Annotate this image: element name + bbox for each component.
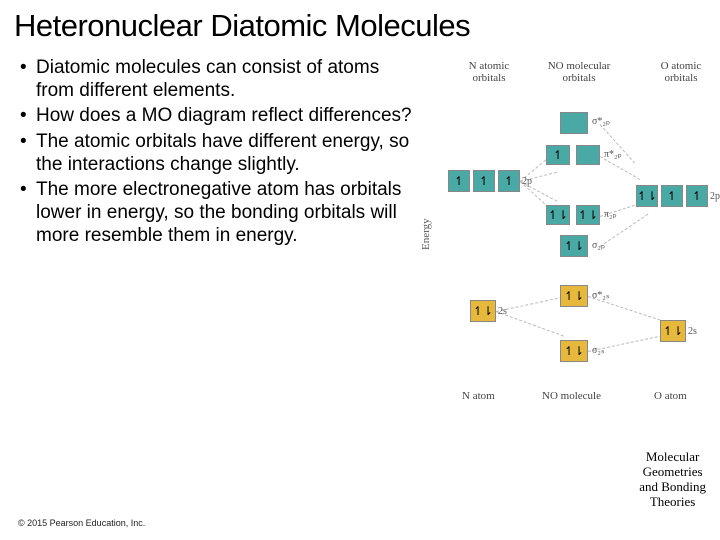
- orbital-box: ↿⇂: [660, 320, 686, 342]
- slide-title: Heteronuclear Diatomic Molecules: [0, 0, 720, 50]
- electron-arrows: ↿⇂: [564, 345, 584, 357]
- orbital-label: 2p: [710, 191, 720, 202]
- bullet-item: Diatomic molecules can consist of atoms …: [18, 56, 418, 102]
- electron-arrows: ↿⇂: [578, 209, 598, 221]
- electron-arrows: ↿: [692, 190, 702, 202]
- orbital-box: ↿⇂: [576, 205, 600, 225]
- electron-arrows: ↿⇂: [637, 190, 657, 202]
- orbital-box: ↿⇂: [470, 300, 496, 322]
- column-header: O atomicorbitals: [646, 60, 716, 84]
- orbital-box: [560, 112, 588, 134]
- orbital-box: [576, 145, 600, 165]
- electron-arrows: ↿: [553, 149, 563, 161]
- orbital-box: ↿⇂: [546, 205, 570, 225]
- atom-label: O atom: [654, 390, 687, 402]
- content-row: Diatomic molecules can consist of atoms …: [0, 50, 720, 450]
- orbital-box: ↿: [473, 170, 495, 192]
- orbital-box: ↿⇂: [636, 185, 658, 207]
- orbital-label: π*₂ₚ: [604, 149, 622, 160]
- orbital-label: σ*₂ₚ: [592, 116, 610, 127]
- atom-label: NO molecule: [542, 390, 601, 402]
- electron-arrows: ↿⇂: [564, 240, 584, 252]
- orbital-label: 2s: [498, 306, 507, 317]
- orbital-box: ↿: [498, 170, 520, 192]
- electron-arrows: ↿⇂: [473, 305, 493, 317]
- orbital-box: ↿: [661, 185, 683, 207]
- electron-arrows: ↿⇂: [548, 209, 568, 221]
- electron-arrows: ↿: [667, 190, 677, 202]
- bullet-list: Diatomic molecules can consist of atoms …: [18, 50, 418, 450]
- chapter-footer: MolecularGeometriesand BondingTheories: [639, 450, 706, 510]
- orbital-label: σ₂ₚ: [592, 240, 605, 251]
- electron-arrows: ↿⇂: [564, 290, 584, 302]
- column-header: N atomicorbitals: [454, 60, 524, 84]
- copyright: © 2015 Pearson Education, Inc.: [18, 518, 145, 528]
- mo-diagram: Energy N atomicorbitals NO molecularorbit…: [418, 50, 712, 450]
- bullet-item: The atomic orbitals have different energ…: [18, 130, 418, 176]
- orbital-box: ↿⇂: [560, 235, 588, 257]
- atom-label: N atom: [462, 390, 495, 402]
- orbital-box: ↿⇂: [560, 285, 588, 307]
- electron-arrows: ↿: [479, 175, 489, 187]
- orbital-box: ↿: [448, 170, 470, 192]
- orbital-box: ↿⇂: [560, 340, 588, 362]
- orbital-label: 2s: [688, 326, 697, 337]
- orbital-box: ↿: [686, 185, 708, 207]
- orbital-label: σ₂ₛ: [592, 345, 605, 356]
- electron-arrows: ↿⇂: [663, 325, 683, 337]
- orbital-label: π₂ₚ: [604, 209, 617, 220]
- energy-axis-label: Energy: [420, 218, 432, 250]
- electron-arrows: ↿: [504, 175, 514, 187]
- column-header: NO molecularorbitals: [544, 60, 614, 84]
- electron-arrows: ↿: [454, 175, 464, 187]
- bullet-item: The more electronegative atom has orbita…: [18, 178, 418, 248]
- bullet-item: How does a MO diagram reflect difference…: [18, 104, 418, 127]
- orbital-label: 2p: [522, 176, 532, 187]
- orbital-box: ↿: [546, 145, 570, 165]
- orbital-label: σ*₂ₛ: [592, 290, 610, 301]
